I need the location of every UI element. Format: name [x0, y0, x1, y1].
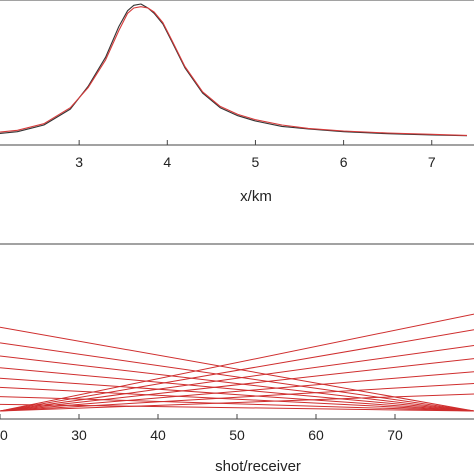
- top-chart-x-tick-label: 7: [428, 154, 436, 170]
- bottom-chart-series-line-2: [0, 342, 474, 412]
- top-chart-panel: 3 4 5 6 7 x/km: [0, 0, 474, 205]
- bottom-chart-series-line-14: [0, 383, 474, 412]
- bottom-chart-series-line-9: [0, 313, 474, 412]
- bottom-chart-series-line-15: [0, 393, 474, 412]
- top-chart-series-line-1: [0, 3, 468, 137]
- bottom-chart-x-tick-label: 30: [71, 427, 87, 443]
- top-chart-x-tick-label: 3: [75, 154, 83, 170]
- bottom-chart-x-ticks: 20 30 40 50 60 70: [0, 414, 403, 443]
- bottom-chart-x-tick-label: 70: [387, 427, 403, 443]
- bottom-chart-x-axis-label: shot/receiver: [215, 458, 301, 474]
- top-chart-x-tick-label: 6: [340, 154, 348, 170]
- bottom-chart-series-line-4: [0, 367, 474, 412]
- top-chart-series-line-2: [0, 6, 468, 136]
- bottom-chart-series-line-10: [0, 329, 474, 412]
- bottom-chart-series-line-3: [0, 355, 474, 412]
- bottom-chart-x-tick-label: 20: [0, 427, 8, 443]
- bottom-chart-series-line-6: [0, 386, 474, 412]
- bottom-chart-series-line-7: [0, 396, 474, 412]
- bottom-chart-x-tick-label: 50: [229, 427, 245, 443]
- top-chart-x-ticks: 3 4 5 6 7: [75, 140, 436, 170]
- bottom-chart-series-line-13: [0, 371, 474, 412]
- bottom-chart-x-tick-label: 60: [308, 427, 324, 443]
- top-chart-series-group: [0, 3, 468, 137]
- top-chart-x-tick-label: 4: [163, 154, 171, 170]
- bottom-chart-x-tick-label: 40: [150, 427, 166, 443]
- bottom-chart-series-line-12: [0, 358, 474, 412]
- bottom-chart-series-group: [0, 313, 474, 412]
- bottom-chart-series-line-5: [0, 377, 474, 412]
- bottom-chart-series-line-8: [0, 403, 474, 412]
- bottom-chart-series-line-11: [0, 345, 474, 412]
- top-chart-x-axis-label: x/km: [240, 188, 272, 205]
- bottom-chart-panel: 20 30 40 50 60 70 shot/receiver: [0, 243, 474, 474]
- top-chart-x-tick-label: 5: [252, 154, 260, 170]
